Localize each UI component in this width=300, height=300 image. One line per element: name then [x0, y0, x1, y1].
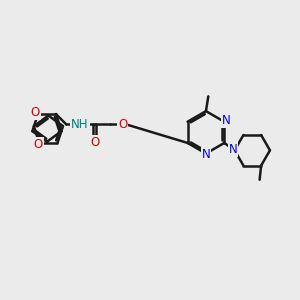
Text: O: O [118, 118, 127, 131]
Text: N: N [202, 148, 210, 161]
Text: O: O [33, 138, 43, 151]
Text: N: N [229, 143, 237, 156]
Text: N: N [222, 114, 230, 127]
Text: O: O [90, 136, 100, 149]
Text: O: O [30, 106, 40, 119]
Text: NH: NH [71, 118, 89, 131]
